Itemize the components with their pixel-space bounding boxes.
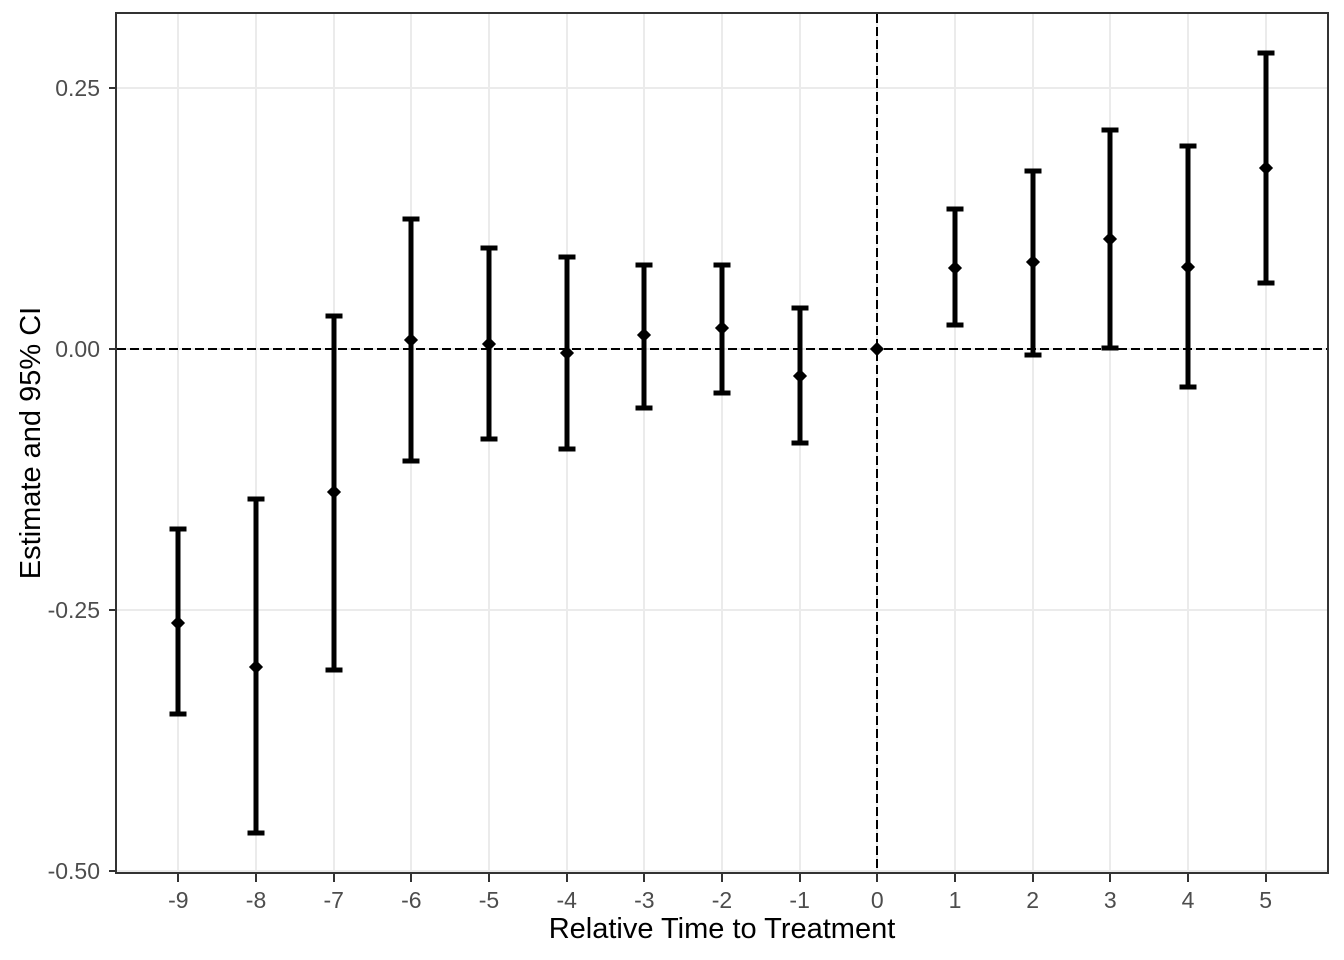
errorbar-cap-upper-x-9 [169,526,187,532]
errorbar-cap-upper-x-2 [713,262,731,267]
errorbar-cap-upper-x2 [1024,168,1042,174]
y-tick-label-0: 0.00 [55,336,100,363]
x-tick-mark-1 [953,874,956,882]
errorbar-cap-upper-x-8 [247,496,265,502]
x-tick-label-0: 0 [870,887,884,913]
errorbar-cap-upper-x5 [1257,50,1275,56]
errorbar-cap-lower-x-6 [402,458,420,464]
point-estimate-x-8 [248,660,264,675]
errorbar-cap-lower-x-1 [791,440,809,446]
gridline-x--9 [177,14,180,872]
point-estimate-x0 [870,341,885,357]
x-tick-mark-4 [1186,874,1189,882]
y-tick-label--0.25: -0.25 [47,597,100,623]
point-estimate-x-9 [171,615,186,630]
point-estimate-x-3 [637,328,652,343]
x-tick-label--1: -1 [789,887,810,913]
x-tick-mark--8 [255,874,258,882]
errorbar-cap-upper-x-7 [325,313,343,319]
gridline-x-3 [1109,14,1112,872]
x-tick-label-3: 3 [1103,887,1117,913]
y-tick-label-0.25: 0.25 [55,75,100,102]
x-tick-label--8: -8 [245,887,267,913]
errorbar-cap-upper-x-6 [402,216,420,222]
x-tick-mark-5 [1264,874,1267,882]
gridline-x-4 [1186,14,1189,872]
errorbar-cap-lower-x3 [1101,345,1119,351]
errorbar-cap-lower-x-2 [713,390,731,396]
errorbar-cap-lower-x-5 [480,436,498,442]
point-estimate-x2 [1025,255,1040,270]
x-tick-label--3: -3 [634,887,655,913]
gridline-x--5 [488,14,490,872]
gridline-x-1 [953,14,956,872]
x-tick-label-5: 5 [1259,887,1273,913]
errorbar-cap-lower-x2 [1024,352,1042,358]
point-estimate-x-1 [792,369,807,384]
x-tick-mark--2 [721,874,723,882]
errorbar-cap-lower-x-4 [558,446,576,452]
x-tick-mark--9 [177,874,180,882]
errorbar-cap-upper-x4 [1179,143,1197,149]
errorbar-cap-upper-x3 [1101,127,1119,133]
x-tick-mark--5 [488,874,490,882]
errorbar-cap-upper-x-5 [480,245,498,251]
errorbar-cap-upper-x-3 [635,262,653,267]
x-tick-mark-3 [1109,874,1112,882]
x-tick-label-1: 1 [948,887,962,913]
x-tick-mark--7 [332,874,335,882]
point-estimate-x-7 [326,484,341,500]
errorbar-cap-lower-x5 [1257,280,1275,286]
x-axis-title: Relative Time to Treatment [548,913,896,945]
x-tick-label--7: -7 [323,887,344,913]
errorbar-cap-lower-x-8 [247,830,265,836]
x-tick-mark-2 [1031,874,1034,882]
x-tick-label--9: -9 [168,887,189,913]
gridline-x--8 [255,14,258,872]
y-tick-label--0.5: -0.50 [47,857,100,884]
gridline-y--0.5 [117,869,1327,872]
errorbar-cap-upper-x-4 [558,254,576,260]
point-estimate-x4 [1180,259,1196,274]
y-tick-mark-0 [109,348,117,351]
gridline-y--0.25 [117,609,1327,611]
x-tick-label--4: -4 [556,887,577,913]
treatment-reference-line-vertical [876,14,879,872]
errorbar-cap-lower-x-9 [169,711,187,717]
point-estimate-x-2 [714,321,730,336]
y-tick-mark-0.25 [109,87,117,90]
x-tick-label-2: 2 [1026,887,1040,913]
point-estimate-x5 [1258,161,1273,176]
y-tick-mark--0.25 [109,609,117,611]
gridline-x--3 [643,14,646,872]
gridline-x--2 [721,14,723,872]
point-estimate-x3 [1103,232,1118,247]
y-tick-mark--0.5 [109,869,117,872]
gridline-x-2 [1031,14,1034,872]
x-tick-mark--3 [643,874,646,882]
errorbar-cap-upper-x1 [946,206,964,212]
errorbar-cap-lower-x-3 [635,405,653,410]
x-tick-mark--6 [410,874,413,882]
x-tick-label-4: 4 [1181,887,1195,913]
errorbar-cap-lower-x1 [946,322,964,328]
gridline-y-0.25 [117,87,1327,90]
x-tick-mark--1 [798,874,801,882]
x-tick-label--2: -2 [711,887,733,913]
x-tick-mark--4 [565,874,568,882]
errorbar-cap-lower-x-7 [325,667,343,672]
point-estimate-x1 [947,260,963,275]
plot-panel [117,14,1327,872]
x-tick-label--5: -5 [478,887,500,913]
errorbar-cap-lower-x4 [1179,384,1197,390]
errorbar-cap-upper-x-1 [791,305,809,311]
x-tick-mark-0 [876,874,879,882]
x-tick-label--6: -6 [401,887,422,913]
point-estimate-x-6 [404,332,419,347]
gridline-x-5 [1264,14,1267,872]
